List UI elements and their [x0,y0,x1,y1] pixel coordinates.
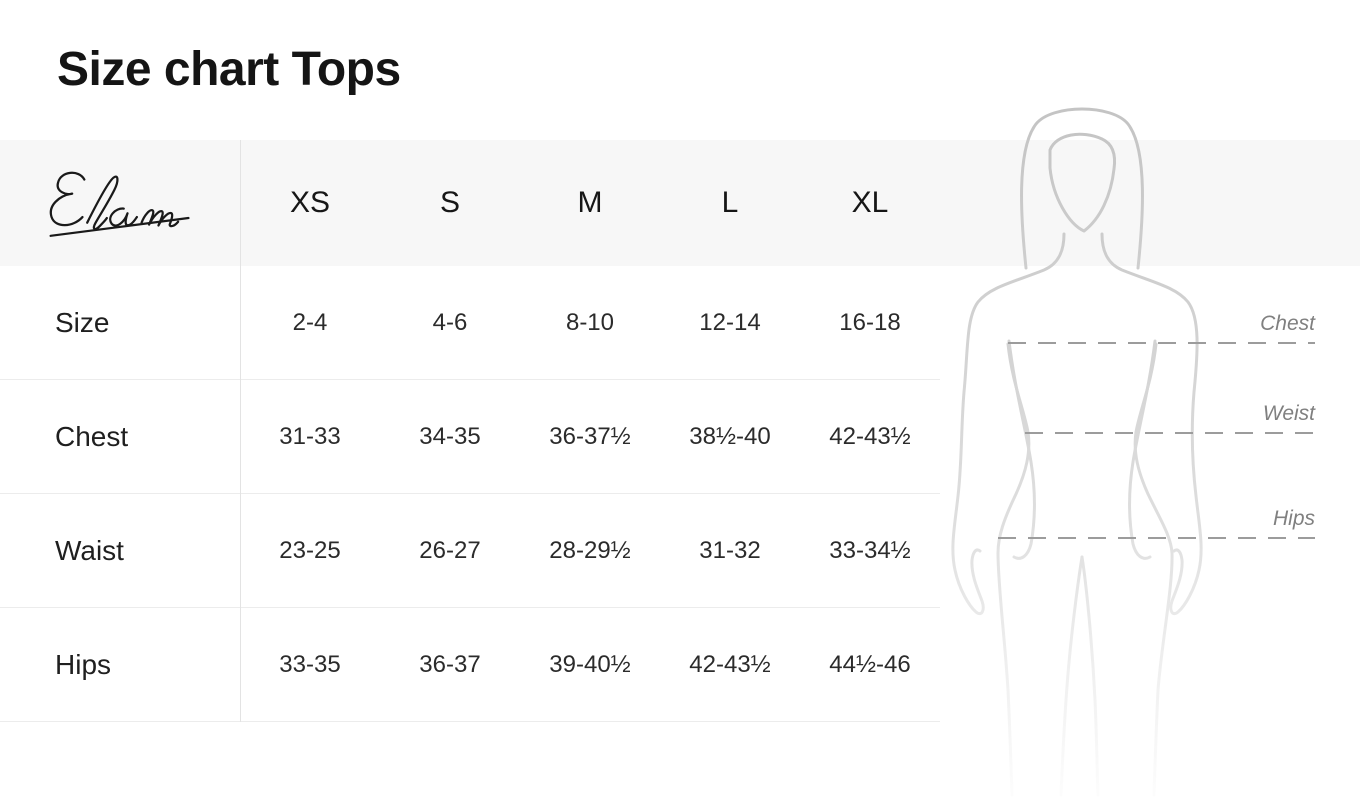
table-column-divider [240,140,241,722]
cell-value: 12-14 [699,308,761,336]
table-header-row: XS S M L XL [0,140,940,266]
table-header-band [0,140,1360,266]
cell-value: 16-18 [839,308,901,336]
column-header-s: S [439,186,460,219]
cell-value: 31-32 [699,536,761,564]
cell-value: 28-29½ [549,536,631,564]
cell-value: 33-34½ [829,536,911,564]
column-header-xs: XS [289,186,331,219]
table-row-chest: Chest 31-33 34-35 36-37½ 38½-40 42-43½ [0,380,940,494]
hips-measure-line [998,537,1315,539]
cell-value: 23-25 [279,536,341,564]
cell-value: 2-4 [292,308,328,336]
waist-measure-line [1025,432,1315,434]
table-row-size: Size 2-4 4-6 8-10 12-14 16-18 [0,266,940,380]
cell-value: 33-35 [279,650,341,678]
cell-value: 34-35 [419,422,481,450]
cell-value: 31-33 [279,422,341,450]
hips-measure-label: Hips [1272,507,1315,530]
row-label: Chest [55,420,129,452]
cell-value: 36-37 [419,650,481,678]
page-title: Size chart Tops [57,43,401,96]
cell-value: 8-10 [565,308,615,336]
row-label: Hips [55,648,112,680]
brand-logo [0,164,240,242]
body-measurement-figure [951,107,1203,797]
size-chart-table: XS S M L XL Size 2-4 4-6 8-10 12-14 16-1… [0,140,940,722]
column-header-m: M [577,186,603,219]
cell-value: 4-6 [432,308,468,336]
brand-logo-signature [49,171,190,237]
cell-value: 42-43½ [689,650,771,678]
cell-value: 42-43½ [829,422,911,450]
cell-value: 36-37½ [549,422,631,450]
waist-measure-label: Weist [1262,402,1315,425]
chest-measure-label: Chest [1260,312,1315,335]
table-row-hips: Hips 33-35 36-37 39-40½ 42-43½ 44½-46 [0,608,940,722]
row-label: Size [55,306,110,338]
cell-value: 39-40½ [549,650,631,678]
chest-measure-line [1008,342,1315,344]
row-label: Waist [55,534,124,566]
column-header-xl: XL [851,186,889,219]
table-row-waist: Waist 23-25 26-27 28-29½ 31-32 33-34½ [0,494,940,608]
column-header-l: L [721,186,739,219]
cell-value: 26-27 [419,536,481,564]
cell-value: 38½-40 [689,422,771,450]
cell-value: 44½-46 [829,650,911,678]
